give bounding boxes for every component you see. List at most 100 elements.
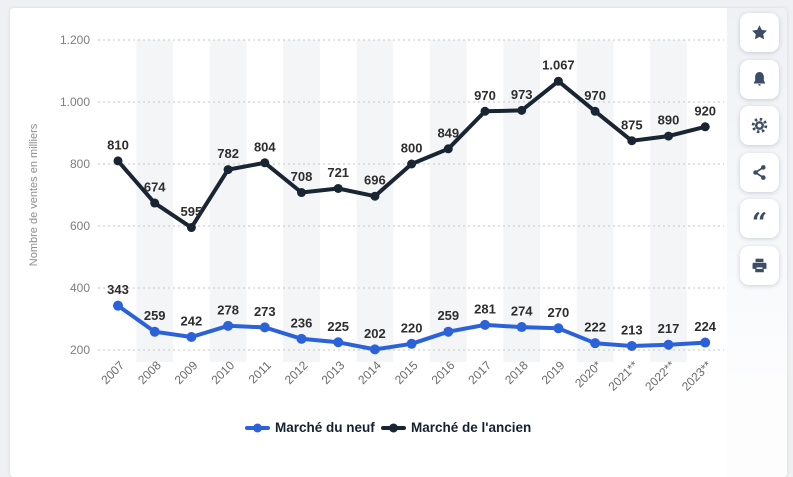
legend-marker-dot xyxy=(253,423,262,433)
x-tick-label: 2018 xyxy=(502,358,531,387)
cite-button[interactable]: “ xyxy=(740,199,779,238)
data-point[interactable] xyxy=(333,337,344,348)
data-point[interactable] xyxy=(297,188,306,198)
data-point[interactable] xyxy=(516,322,527,333)
value-label: 259 xyxy=(437,308,459,323)
stripe-band xyxy=(356,40,394,362)
data-point[interactable] xyxy=(443,326,454,337)
value-label: 875 xyxy=(621,117,643,132)
value-label: 810 xyxy=(107,137,129,152)
share-button[interactable] xyxy=(740,152,779,192)
y-tick-label: 1.200 xyxy=(60,33,90,47)
value-label: 674 xyxy=(144,180,166,195)
data-point[interactable] xyxy=(296,333,307,344)
value-label: 970 xyxy=(584,88,606,103)
alerts-button[interactable] xyxy=(740,59,779,99)
stripe-band xyxy=(576,40,614,362)
data-point[interactable] xyxy=(186,223,196,233)
bell-icon xyxy=(753,71,766,86)
value-label: 222 xyxy=(584,320,606,335)
data-point[interactable] xyxy=(149,326,160,337)
data-point[interactable] xyxy=(259,322,270,333)
data-point[interactable] xyxy=(333,183,343,193)
star-icon xyxy=(752,25,767,40)
data-point[interactable] xyxy=(443,144,453,154)
svg-text:“: “ xyxy=(752,209,767,228)
stripe-band xyxy=(429,40,467,362)
y-tick-label: 200 xyxy=(70,343,90,357)
value-label: 890 xyxy=(658,113,680,128)
data-point[interactable] xyxy=(223,165,233,175)
printer-icon xyxy=(752,258,767,272)
data-point[interactable] xyxy=(590,106,600,116)
value-label: 782 xyxy=(217,146,239,161)
x-tick-label: 2010 xyxy=(208,358,237,387)
data-point[interactable] xyxy=(626,340,637,351)
value-label: 225 xyxy=(327,319,349,334)
x-tick-label: 2012 xyxy=(282,358,311,387)
value-label: 800 xyxy=(401,141,423,156)
data-point[interactable] xyxy=(517,105,527,115)
data-point[interactable] xyxy=(553,76,563,86)
value-label: 1.067 xyxy=(542,58,575,73)
stripe-band xyxy=(283,40,320,362)
favorite-button[interactable] xyxy=(740,13,779,52)
value-label: 213 xyxy=(621,322,643,337)
value-label: 224 xyxy=(694,319,716,334)
data-point[interactable] xyxy=(627,136,637,146)
data-point[interactable] xyxy=(590,338,601,349)
x-tick-label: 2008 xyxy=(135,358,164,387)
share-icon xyxy=(753,164,766,180)
value-label: 270 xyxy=(548,305,570,320)
data-point[interactable] xyxy=(113,300,123,311)
value-label: 849 xyxy=(437,125,459,140)
data-point[interactable] xyxy=(407,159,417,169)
data-point[interactable] xyxy=(480,106,490,116)
data-point[interactable] xyxy=(700,122,710,132)
toolbar-column: “ xyxy=(727,8,787,477)
stripe-band xyxy=(209,40,247,362)
data-point[interactable] xyxy=(370,191,380,201)
data-point[interactable] xyxy=(663,339,674,350)
x-tick-label: 2016 xyxy=(429,358,458,387)
x-tick-label: 2017 xyxy=(465,358,494,387)
value-label: 217 xyxy=(658,321,680,336)
stripe-band xyxy=(650,40,687,362)
y-tick-label: 1.000 xyxy=(60,95,90,109)
data-point[interactable] xyxy=(480,319,490,330)
data-point[interactable] xyxy=(186,331,197,342)
y-tick-label: 800 xyxy=(70,157,90,171)
value-label: 973 xyxy=(511,87,533,102)
legend-marker-dot xyxy=(389,423,398,433)
data-point[interactable] xyxy=(113,156,123,166)
x-tick-label: 2015 xyxy=(392,358,421,387)
value-label: 220 xyxy=(401,320,423,335)
value-label: 242 xyxy=(181,313,203,328)
value-label: 274 xyxy=(511,304,533,319)
data-point[interactable] xyxy=(260,158,270,168)
data-point[interactable] xyxy=(406,338,417,349)
x-tick-label: 2022** xyxy=(642,358,678,394)
data-point[interactable] xyxy=(553,323,564,334)
data-point[interactable] xyxy=(700,337,711,348)
x-tick-label: 2009 xyxy=(172,358,201,387)
x-tick-label: 2013 xyxy=(319,358,348,387)
settings-button[interactable] xyxy=(740,106,779,145)
data-point[interactable] xyxy=(150,198,160,208)
print-button[interactable] xyxy=(740,245,779,285)
data-point[interactable] xyxy=(369,344,380,355)
value-label: 696 xyxy=(364,173,386,188)
legend-label[interactable]: Marché de l'ancien xyxy=(411,420,531,435)
x-tick-label: 2014 xyxy=(355,358,384,387)
value-label: 202 xyxy=(364,326,386,341)
quote-icon: “ xyxy=(752,209,767,228)
value-label: 804 xyxy=(254,139,276,154)
data-point[interactable] xyxy=(223,320,234,331)
legend-label[interactable]: Marché du neuf xyxy=(275,420,375,435)
value-label: 595 xyxy=(181,204,203,219)
x-tick-label: 2020* xyxy=(572,358,604,390)
data-point[interactable] xyxy=(664,131,673,141)
value-label: 343 xyxy=(107,282,129,297)
line-chart: 200 400 600 800 1.000 1.200 Nombre de ventes e… xyxy=(10,8,730,477)
